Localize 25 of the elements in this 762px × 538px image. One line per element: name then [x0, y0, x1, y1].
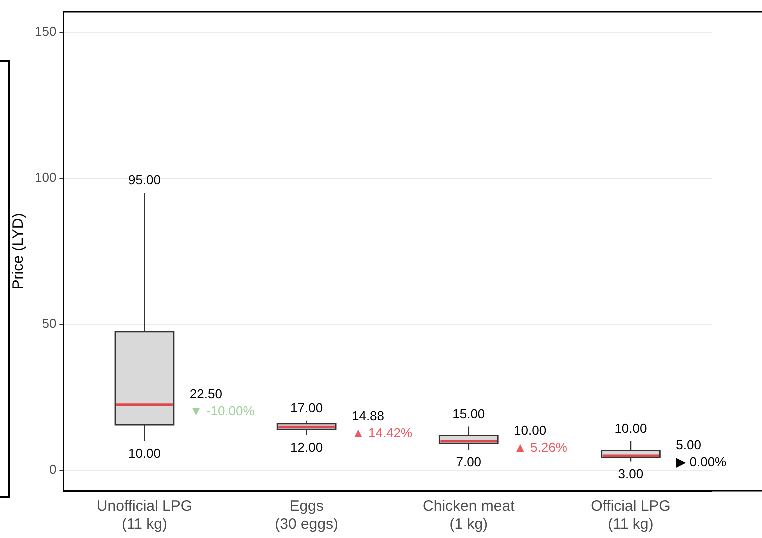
annotation: 12.00 — [290, 440, 324, 456]
annotation: ▼ -10.00% — [190, 403, 256, 418]
annotation: 95.00 — [128, 172, 161, 188]
annotation: 10.00 — [128, 446, 161, 461]
y-axis-title: Price (LYD) — [10, 213, 28, 290]
annotation: 17.00 — [290, 400, 324, 416]
annotation: 22.50 — [190, 386, 222, 402]
annotation: ▲ 5.26% — [514, 440, 568, 455]
x-tick-label: Official LPG (11 kg) — [591, 498, 671, 534]
x-tick-label: Eggs (30 eggs) — [275, 498, 338, 534]
x-tick-label: Unofficial LPG (11 kg) — [96, 498, 193, 534]
y-tick-label: 100 — [34, 170, 57, 186]
annotation: 5.00 — [676, 438, 702, 453]
annotation: 14.88 — [352, 408, 385, 424]
annotation: ▶ 0.00% — [676, 454, 728, 470]
annotation: 10.00 — [614, 420, 648, 436]
x-tick-label: Chicken meat (1 kg) — [423, 498, 516, 534]
annotation: 7.00 — [456, 454, 482, 470]
annotation: 10.00 — [514, 422, 547, 438]
y-tick-label: 150 — [34, 24, 57, 40]
annotation: 3.00 — [618, 466, 644, 482]
annotation: ▲ 14.42% — [352, 426, 413, 441]
annotation: 15.00 — [452, 406, 486, 422]
y-tick-label: 50 — [42, 316, 57, 332]
y-tick-label: 0 — [49, 462, 57, 478]
